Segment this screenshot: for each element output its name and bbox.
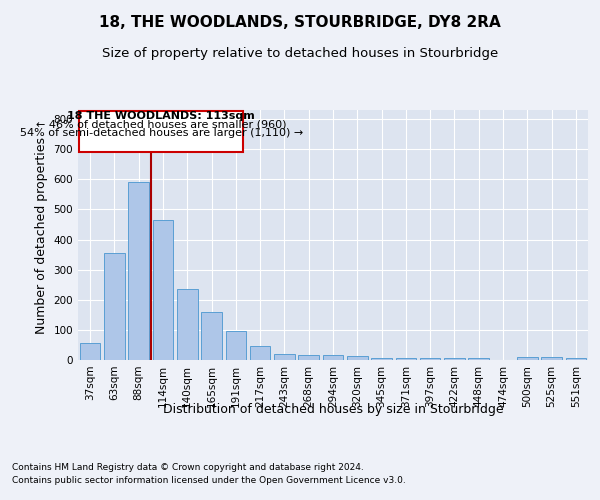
Bar	[104, 253, 125, 360]
Y-axis label: Number of detached properties: Number of detached properties	[35, 136, 48, 334]
Text: Size of property relative to detached houses in Stourbridge: Size of property relative to detached ho…	[102, 48, 498, 60]
Bar	[250, 346, 271, 360]
Bar	[395, 358, 416, 360]
Bar	[128, 182, 149, 360]
Bar	[444, 358, 465, 360]
Text: ← 46% of detached houses are smaller (960): ← 46% of detached houses are smaller (96…	[36, 120, 286, 130]
Bar	[541, 357, 562, 360]
Text: Contains HM Land Registry data © Crown copyright and database right 2024.: Contains HM Land Registry data © Crown c…	[12, 462, 364, 471]
Bar	[469, 358, 489, 360]
Bar	[298, 354, 319, 360]
Bar	[420, 358, 440, 360]
Bar	[201, 312, 222, 360]
Bar	[226, 332, 246, 360]
Text: 18, THE WOODLANDS, STOURBRIDGE, DY8 2RA: 18, THE WOODLANDS, STOURBRIDGE, DY8 2RA	[99, 15, 501, 30]
Text: Contains public sector information licensed under the Open Government Licence v3: Contains public sector information licen…	[12, 476, 406, 485]
Bar	[323, 354, 343, 360]
Bar	[347, 356, 368, 360]
Bar	[152, 220, 173, 360]
Bar	[371, 358, 392, 360]
FancyBboxPatch shape	[79, 110, 243, 152]
Bar	[80, 344, 100, 360]
Bar	[566, 358, 586, 360]
Text: 18 THE WOODLANDS: 113sqm: 18 THE WOODLANDS: 113sqm	[67, 111, 255, 121]
Text: Distribution of detached houses by size in Stourbridge: Distribution of detached houses by size …	[163, 402, 503, 415]
Bar	[517, 357, 538, 360]
Bar	[177, 289, 197, 360]
Text: 54% of semi-detached houses are larger (1,110) →: 54% of semi-detached houses are larger (…	[20, 128, 303, 138]
Bar	[274, 354, 295, 360]
